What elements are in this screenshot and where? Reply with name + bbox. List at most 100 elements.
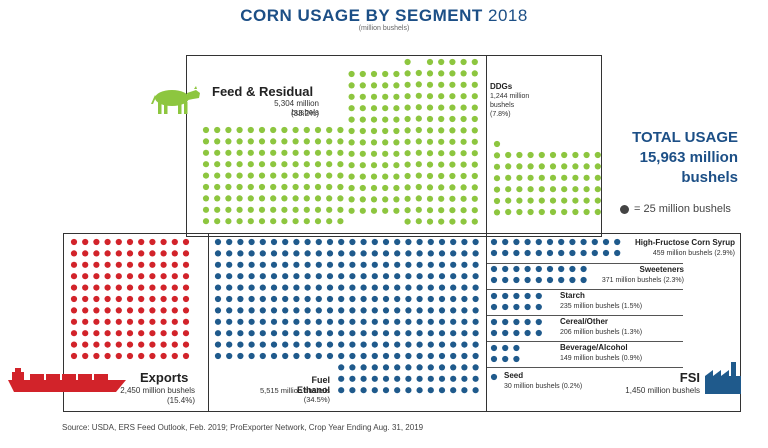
ddgs-dot — [594, 186, 601, 193]
exports-dot — [171, 330, 178, 337]
ethanol-dot — [282, 284, 289, 291]
ethanol-dot — [416, 238, 423, 246]
feed-dot — [438, 81, 445, 88]
ddgs-dot — [538, 163, 545, 170]
ethanol-dot — [371, 261, 378, 268]
exports-dot — [160, 250, 167, 257]
ddgs-dot — [572, 151, 579, 159]
ddgs-dot — [493, 175, 501, 182]
feed-dot — [292, 172, 299, 179]
feed-dot — [404, 81, 411, 88]
ethanol-dot — [438, 341, 446, 348]
ethanol-dot — [315, 295, 322, 303]
feed-dot — [404, 93, 411, 100]
feed-dot — [270, 172, 277, 179]
ethanol-dot — [304, 318, 311, 325]
feed-dot — [370, 150, 378, 157]
fsi-dot — [546, 276, 554, 284]
feed-dot — [359, 82, 366, 89]
exports-dot — [138, 295, 145, 303]
feed-dot — [202, 161, 210, 168]
fsi-dot — [535, 303, 542, 311]
ddgs-dot — [572, 197, 579, 204]
feed-dot — [449, 138, 456, 145]
ethanol-dot — [461, 295, 468, 303]
fsi-dot — [524, 265, 531, 273]
fsi-dot — [490, 303, 498, 311]
feed-dot — [270, 195, 277, 202]
ethanol-dot — [259, 238, 266, 246]
feed-dot — [426, 115, 434, 123]
feed-dot — [247, 161, 254, 168]
ethanol-dot — [360, 284, 367, 291]
feed-dot — [292, 161, 299, 168]
fsi-dot — [558, 265, 565, 273]
exports-dot — [93, 273, 100, 280]
feed-dot — [326, 126, 333, 134]
feed-dot — [270, 149, 277, 156]
ethanol-dot — [371, 273, 378, 280]
ethanol-dot — [371, 284, 378, 291]
exports-dot — [82, 273, 89, 280]
ethanol-dot — [270, 295, 278, 303]
ethanol-dot — [450, 364, 457, 371]
ethanol-dot — [360, 307, 367, 314]
feed-dot — [438, 161, 445, 168]
feed-dot — [404, 195, 411, 202]
ship-icon — [8, 368, 126, 392]
fsi-dot — [580, 276, 587, 284]
exports-dot — [149, 341, 156, 348]
ddgs-dot — [505, 174, 512, 181]
feed-dot — [438, 115, 445, 123]
ethanol-dot — [461, 330, 468, 337]
feed-dot — [303, 149, 310, 156]
ethanol-dot — [450, 273, 457, 280]
fsi-dot — [558, 276, 565, 284]
exports-dot — [126, 341, 134, 348]
feed-dot — [202, 138, 210, 145]
feed-dot — [270, 126, 277, 134]
feed-dot — [292, 138, 299, 145]
ddgs-dot — [505, 151, 512, 159]
ethanol-dot — [450, 250, 457, 257]
ethanol-dot — [472, 352, 479, 360]
ethanol-label: Fuel Ethanol — [297, 375, 330, 395]
feed-dot — [359, 173, 366, 180]
feed-dot — [247, 195, 254, 202]
fsi-item-beverage-value: 149 million bushels (0.9%) — [560, 355, 643, 362]
feed-dot — [225, 138, 232, 145]
ethanol-dot — [326, 330, 334, 337]
ddgs-dot — [493, 140, 501, 148]
ethanol-dot — [315, 261, 322, 268]
feed-dot — [292, 149, 299, 156]
fsi-item-beverage-label: Beverage/Alcohol — [560, 343, 628, 352]
ethanol-dot — [427, 318, 434, 325]
fsi-dot — [490, 329, 498, 337]
feed-dot — [382, 93, 389, 100]
fsi-dot — [490, 355, 498, 363]
ethanol-dot — [461, 307, 468, 314]
feed-dot — [415, 81, 422, 88]
feed-dot — [225, 195, 232, 202]
ethanol-dot — [371, 387, 378, 394]
fsi-dot — [580, 265, 587, 273]
ethanol-dot — [293, 341, 300, 348]
ethanol-dot — [416, 250, 423, 257]
fsi-dot — [490, 318, 498, 326]
ethanol-dot — [382, 364, 390, 371]
ethanol-dot — [248, 238, 255, 246]
feed-dot — [303, 172, 310, 179]
exports-dot — [93, 261, 100, 268]
ethanol-dot — [248, 250, 255, 257]
fsi-dot — [569, 249, 576, 257]
ethanol-dot — [472, 250, 479, 257]
feed-dot — [404, 58, 411, 66]
ddgs-dot — [538, 208, 545, 216]
exports-dot — [82, 352, 89, 360]
ethanol-dot — [382, 295, 390, 303]
exports-dot — [70, 352, 78, 360]
exports-dot — [70, 330, 78, 337]
feed-dot — [449, 104, 456, 111]
feed-dot — [415, 172, 422, 179]
ethanol-dot — [214, 352, 222, 360]
